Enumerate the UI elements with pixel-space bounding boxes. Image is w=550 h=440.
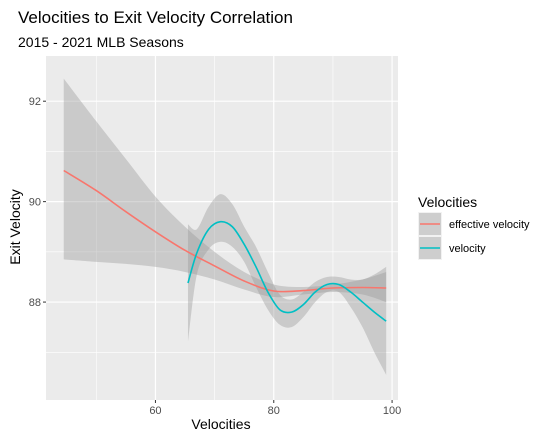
chart-title: Velocities to Exit Velocity Correlation xyxy=(18,8,293,27)
y-tick-label: 92 xyxy=(29,96,41,108)
legend: Velocities effective velocity velocity xyxy=(418,194,530,260)
legend-title: Velocities xyxy=(418,194,477,210)
x-axis-title: Velocities xyxy=(191,416,250,432)
x-tick-label: 100 xyxy=(383,405,401,417)
y-axis-title: Exit Velocity xyxy=(7,189,23,264)
legend-item-velocity: velocity xyxy=(418,236,486,260)
y-axis: 88 90 92 xyxy=(29,96,46,309)
legend-label: effective velocity xyxy=(449,219,530,231)
y-tick-label: 88 xyxy=(29,297,41,309)
x-axis: 60 80 100 xyxy=(149,400,401,417)
legend-label: velocity xyxy=(449,243,486,255)
legend-item-effective-velocity: effective velocity xyxy=(418,212,530,236)
x-tick-label: 60 xyxy=(149,405,161,417)
chart-subtitle: 2015 - 2021 MLB Seasons xyxy=(18,34,184,50)
x-tick-label: 80 xyxy=(268,405,280,417)
y-tick-label: 90 xyxy=(29,197,41,209)
